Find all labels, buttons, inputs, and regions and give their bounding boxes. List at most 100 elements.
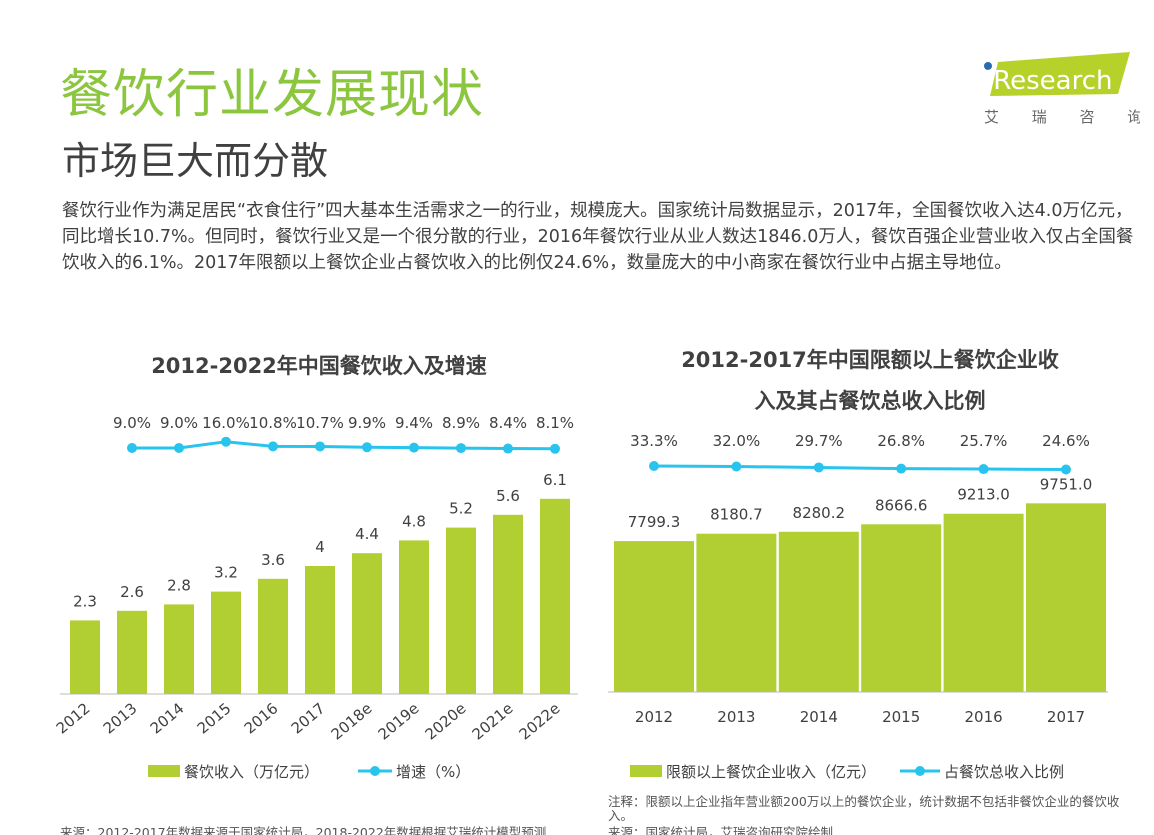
bar-label: 4 [315,538,325,556]
growth-point [127,443,137,453]
x-tick-label: 2017 [288,699,329,737]
chart2-note: 注释：限额以上企业指年营业额200万以上的餐饮企业，统计数据不包括非餐饮企业的餐… [608,794,1120,823]
bar [164,604,194,694]
bar-label: 9213.0 [957,486,1010,504]
ratio-label: 29.7% [795,432,843,450]
bar-label: 8280.2 [793,504,846,522]
bar [493,514,523,694]
x-tick-label: 2020e [422,699,470,743]
page-subtitle: 市场巨大而分散 [62,139,329,183]
ratio-line [653,464,1067,471]
legend-line-marker [915,766,925,776]
growth-label: 16.0% [202,414,250,432]
legend-bar-swatch [148,765,180,777]
chart2-title-line1: 2012-2017年中国限额以上餐饮企业收 [681,348,1059,372]
growth-label: 8.9% [442,414,480,432]
x-tick-label: 2015 [882,708,920,726]
svg-text:iResearch: iResearch [986,66,1112,96]
iresearch-logo: iResearch 艾 瑞 咨 询 [980,52,1142,127]
chart1-source: 来源：2012-2017年数据来源于国家统计局，2018-2022年数据根据艾瑞… [60,825,547,835]
bar-label: 5.6 [496,487,520,505]
bar [399,540,429,694]
bar [614,541,694,692]
bar [696,533,777,692]
ratio-label: 26.8% [877,432,925,450]
bar [540,498,570,694]
bar [70,620,100,694]
growth-label: 9.0% [160,414,198,432]
growth-label: 9.9% [348,414,386,432]
x-tick-label: 2013 [100,699,141,737]
growth-point [362,442,372,453]
bar-label: 4.4 [355,525,379,543]
growth-point [268,441,278,452]
legend-bar-label: 限额以上餐饮企业收入（亿元） [666,763,876,781]
bar-label: 4.8 [402,512,426,530]
bar-label: 2.8 [167,576,191,594]
chart2-title: 2012-2017年中国限额以上餐饮企业收 入及其占餐饮总收入比例 [615,340,1125,422]
x-tick-label: 2018e [328,699,376,743]
legend-line-marker [370,766,380,776]
bar [1026,503,1106,692]
growth-label: 8.4% [489,414,527,432]
bar [446,527,476,694]
x-tick-label: 2016 [241,699,282,737]
revenue-growth-chart: 2.3 2012 2.6 2013 2.8 2014 3.2 2015 3.6 2016 4 2017… [53,414,578,781]
legend-line-label: 占餐饮总收入比例 [944,763,1064,781]
bar [943,513,1024,692]
bar-label: 3.6 [261,551,285,569]
x-tick-label: 2014 [800,708,838,726]
growth-point [221,436,231,447]
chart2-title-line2: 入及其占餐饮总收入比例 [754,389,986,413]
growth-label: 8.1% [536,414,574,432]
legend-line-label: 增速（%） [396,763,470,781]
legend-bar-swatch [630,765,662,777]
bar [117,610,147,694]
x-tick-label: 2012 [635,708,673,726]
x-tick-label: 2016 [965,708,1003,726]
ratio-point [813,462,824,473]
growth-point [550,443,560,454]
bar-label: 8180.7 [710,506,763,524]
ratio-label: 24.6% [1042,432,1090,450]
growth-point [503,443,513,454]
x-tick-label: 2017 [1047,708,1085,726]
growth-label: 10.7% [296,414,344,432]
ratio-point [978,464,989,475]
above-quota-chart: 7799.3 2012 8180.7 2013 8280.2 2014 8666.6 2015… [608,432,1108,781]
ratio-point [731,461,742,472]
x-tick-label: 2015 [194,699,235,737]
bar [352,553,382,694]
chart1-title: 2012-2022年中国餐饮收入及增速 [151,354,487,378]
growth-label: 9.4% [395,414,433,432]
bar-label: 6.1 [543,471,567,489]
ratio-point [1061,464,1071,475]
svg-text:艾 瑞 咨 询: 艾 瑞 咨 询 [984,108,1140,126]
x-tick-label: 2012 [53,699,94,737]
x-tick-label: 2021e [469,699,517,743]
bar [305,566,335,694]
growth-point [315,441,325,452]
chart2-source: 来源：国家统计局，艾瑞咨询研究院绘制 [608,825,834,835]
bar [258,578,288,694]
x-tick-label: 2022e [516,699,564,743]
growth-point [456,443,466,454]
bar-label: 7799.3 [628,513,681,531]
bar [778,531,859,692]
bar [861,524,942,692]
intro-paragraph: 餐饮行业作为满足居民“衣食住行”四大基本生活需求之一的行业，规模庞大。国家统计局… [62,201,1134,273]
x-tick-label: 2019e [375,699,423,743]
page-title: 餐饮行业发展现状 [60,65,485,125]
growth-point [174,443,184,453]
x-tick-label: 2014 [147,699,188,737]
growth-label: 10.8% [249,414,297,432]
growth-label: 9.0% [113,414,151,432]
x-tick-label: 2013 [717,708,755,726]
ratio-point [896,463,907,474]
bar-label: 5.2 [449,500,473,518]
bar-label: 9751.0 [1040,475,1093,493]
ratio-label: 32.0% [713,432,761,450]
bar-label: 8666.6 [875,496,928,514]
legend-bar-label: 餐饮收入（万亿元） [184,763,319,781]
